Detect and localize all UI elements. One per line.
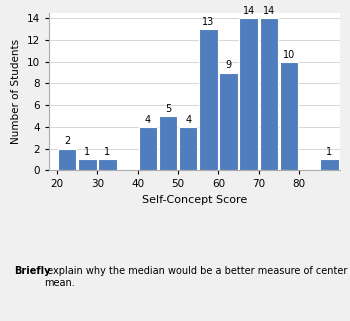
Text: 4: 4	[185, 115, 191, 125]
Text: 13: 13	[202, 17, 215, 27]
Text: 10: 10	[283, 49, 295, 59]
Text: 1: 1	[84, 147, 90, 157]
Text: 4: 4	[145, 115, 151, 125]
Bar	[139, 127, 157, 170]
Bar	[219, 73, 238, 170]
X-axis label: Self-Concept Score: Self-Concept Score	[142, 195, 247, 205]
Bar	[159, 116, 177, 170]
Bar	[320, 160, 339, 170]
Text: 5: 5	[165, 104, 171, 114]
Bar	[260, 18, 278, 170]
Bar	[199, 29, 218, 170]
Bar	[280, 62, 298, 170]
Text: 2: 2	[64, 136, 70, 146]
Text: explain why the median would be a better measure of center for this data rather : explain why the median would be a better…	[44, 266, 350, 288]
Text: 1: 1	[326, 147, 332, 157]
Y-axis label: Number of Students: Number of Students	[11, 39, 21, 144]
Bar	[239, 18, 258, 170]
Bar	[179, 127, 197, 170]
Text: Briefly: Briefly	[14, 266, 50, 276]
Bar	[78, 160, 97, 170]
Text: 1: 1	[104, 147, 111, 157]
Text: 14: 14	[243, 6, 255, 16]
Bar	[58, 149, 76, 170]
Text: 14: 14	[263, 6, 275, 16]
Text: 9: 9	[225, 60, 232, 70]
Bar	[98, 160, 117, 170]
